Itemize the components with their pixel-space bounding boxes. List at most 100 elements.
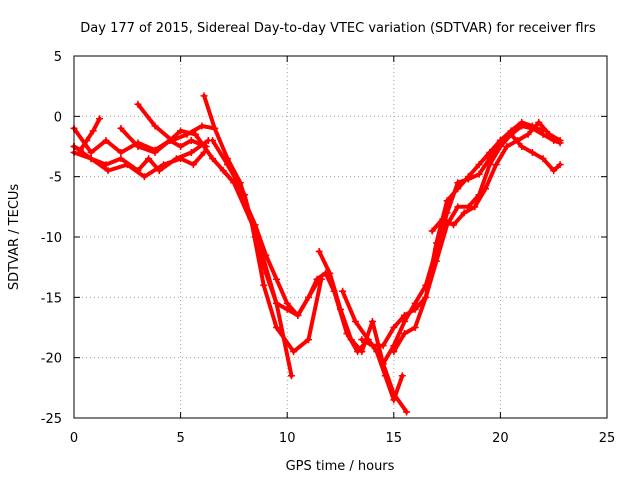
series-track-7 — [200, 92, 325, 356]
data-point — [224, 161, 232, 169]
data-point — [209, 155, 217, 163]
data-point — [398, 372, 406, 380]
data-point — [475, 161, 483, 169]
data-point — [151, 149, 159, 157]
series-line — [359, 124, 563, 348]
data-point — [151, 122, 159, 130]
data-point — [168, 136, 176, 144]
data-point — [518, 143, 526, 150]
data-point — [273, 299, 281, 307]
data-point — [368, 317, 376, 325]
data-point — [219, 167, 227, 175]
chart-title: Day 177 of 2015, Sidereal Day-to-day VTE… — [80, 21, 596, 36]
data-point — [260, 281, 268, 289]
data-point — [428, 227, 436, 235]
data-point — [471, 203, 479, 211]
data-point — [177, 155, 185, 163]
data-point — [390, 324, 398, 331]
data-point — [556, 161, 564, 169]
x-axis-label: GPS time / hours — [286, 459, 395, 474]
data-point — [379, 342, 387, 350]
data-point — [507, 130, 515, 138]
data-point — [200, 92, 208, 100]
y-tick-label: 5 — [54, 50, 62, 65]
series-line — [72, 126, 209, 155]
data-point — [102, 136, 110, 144]
data-point — [460, 209, 468, 217]
data-point — [140, 173, 148, 181]
data-point — [481, 185, 489, 193]
data-point — [513, 136, 521, 144]
data-point — [339, 287, 347, 295]
data-point — [422, 293, 430, 301]
data-point — [464, 175, 472, 183]
data-point — [411, 324, 419, 331]
data-point — [400, 317, 408, 325]
series-track-5 — [134, 100, 219, 144]
x-tick-labels: 0 5 10 15 20 25 — [70, 431, 615, 446]
data-point — [198, 122, 206, 130]
data-point — [411, 299, 419, 307]
data-point — [283, 299, 291, 307]
data-point — [390, 348, 398, 356]
y-tick-label: -5 — [49, 171, 62, 186]
data-point — [492, 161, 500, 169]
data-point — [200, 149, 208, 157]
data-point — [503, 143, 511, 150]
data-point — [211, 124, 219, 132]
x-tick-label: 5 — [176, 431, 184, 446]
data-point — [337, 305, 344, 313]
series-track-9 — [219, 167, 372, 356]
y-tick-label: -15 — [41, 291, 62, 306]
y-tick-label: -20 — [41, 352, 62, 367]
data-point — [273, 275, 281, 283]
data-point — [486, 161, 494, 169]
series-group — [70, 92, 564, 416]
grid — [74, 56, 607, 418]
series-track-12 — [358, 122, 564, 350]
data-point — [449, 221, 457, 229]
y-tick-label: 0 — [54, 110, 62, 125]
data-point — [454, 203, 462, 211]
data-point — [524, 130, 532, 138]
data-point — [273, 324, 281, 331]
y-tick-label: -10 — [41, 231, 62, 246]
series-track-11 — [339, 287, 406, 404]
series-track-6 — [70, 143, 208, 181]
data-point — [117, 124, 125, 132]
data-point — [187, 136, 195, 144]
x-tick-label: 10 — [279, 431, 296, 446]
data-point — [373, 348, 381, 356]
data-point — [187, 149, 195, 157]
data-point — [117, 149, 125, 157]
data-point — [432, 257, 440, 265]
data-point — [183, 130, 191, 138]
data-point — [262, 269, 270, 277]
x-tick-label: 0 — [70, 431, 78, 446]
data-point — [134, 100, 142, 108]
data-point — [351, 317, 359, 325]
data-point — [475, 170, 483, 178]
data-point — [326, 269, 334, 277]
data-point — [403, 408, 411, 416]
series-track-13 — [379, 118, 547, 368]
data-point — [400, 330, 408, 338]
y-tick-label: -25 — [41, 412, 62, 427]
data-point — [550, 167, 558, 175]
data-point — [104, 167, 112, 175]
data-point — [556, 136, 564, 144]
data-point — [177, 127, 185, 135]
data-point — [209, 136, 217, 144]
data-point — [358, 336, 366, 344]
data-point — [192, 130, 200, 138]
data-point — [160, 161, 168, 169]
data-point — [439, 215, 447, 223]
data-point — [379, 360, 387, 368]
axis-ticks — [73, 55, 608, 419]
data-point — [189, 161, 197, 169]
data-point — [230, 179, 238, 187]
data-point — [313, 275, 321, 283]
data-point — [262, 251, 270, 259]
data-point — [454, 179, 462, 187]
